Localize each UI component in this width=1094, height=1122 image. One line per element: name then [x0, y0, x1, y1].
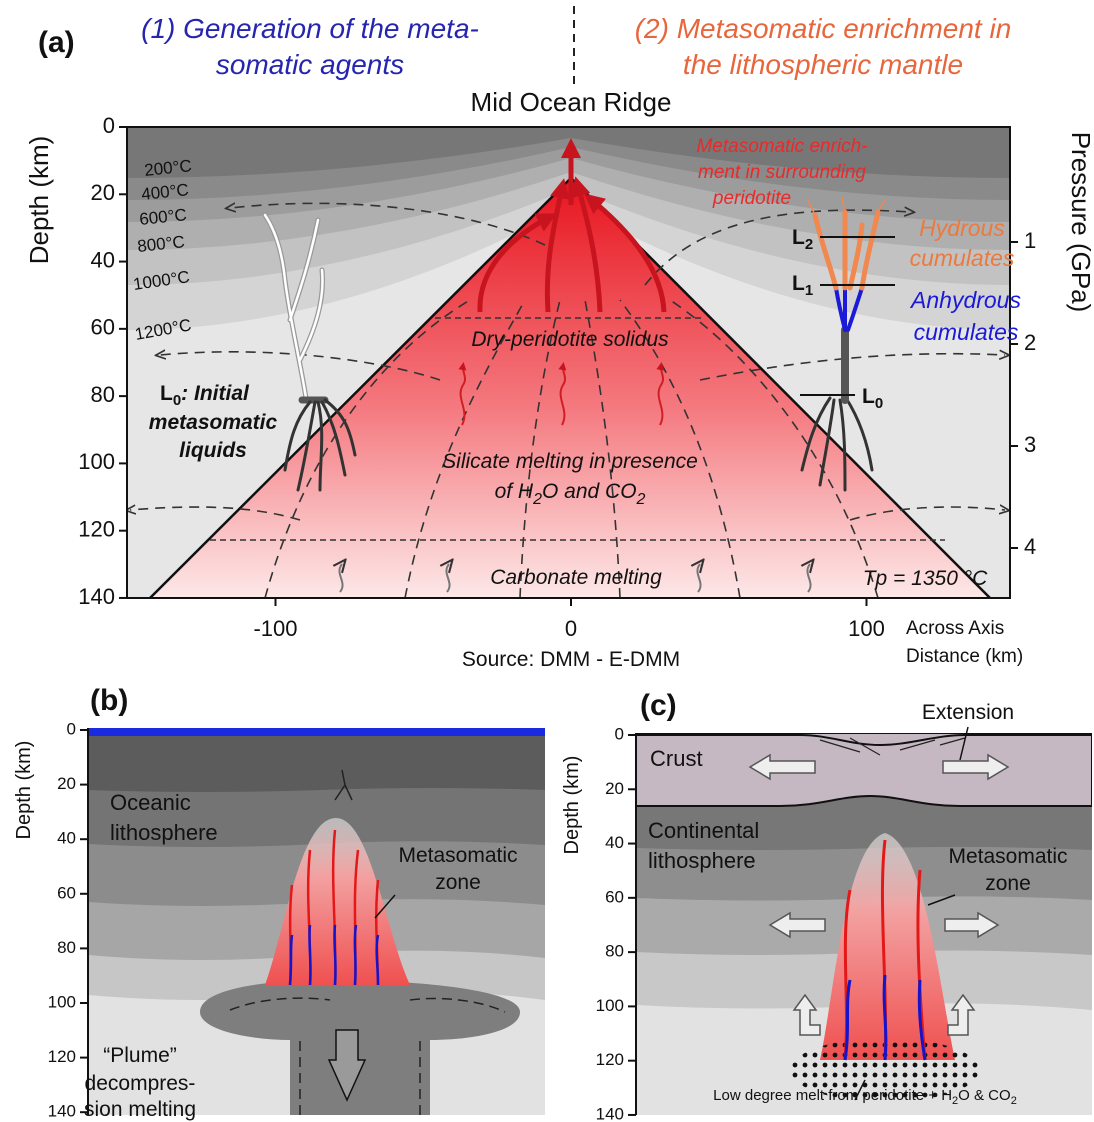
y-tick-label: 120: [48, 1047, 76, 1066]
note-line: Metasomatic enrich-: [696, 136, 867, 157]
level-index: 0: [875, 395, 883, 412]
y-tick-label: 80: [605, 942, 624, 961]
level-index: 2: [805, 236, 813, 253]
subscript: 2: [636, 491, 646, 508]
lithosphere-label: lithosphere: [648, 848, 756, 873]
y-tick-label: 100: [48, 992, 76, 1011]
subscript: 2: [1011, 1095, 1017, 1107]
x-tick-label: 0: [565, 616, 577, 641]
y-tick-label: 120: [596, 1050, 624, 1069]
hydrous-label: Hydrous: [919, 215, 1005, 241]
y2-tick-label: 1: [1024, 228, 1036, 253]
page: Mantle metasomatism diagram { "panel_a":…: [0, 0, 1094, 1122]
level-letter: L: [160, 382, 173, 405]
level-index: 1: [805, 282, 813, 299]
y-tick-label: 100: [78, 449, 115, 474]
header-right: (2) Metasomatic enrichment in: [635, 13, 1012, 44]
note-line: ment in surrounding: [698, 162, 866, 183]
y-tick-label: 20: [91, 180, 115, 205]
y-tick-label: 60: [57, 883, 76, 902]
header-left: somatic agents: [216, 49, 404, 80]
hydrous-label: cumulates: [910, 245, 1015, 271]
note-line: peridotite: [712, 188, 791, 209]
y-tick-label: 120: [78, 516, 115, 541]
text-part: Low degree melt from peridotite + H: [713, 1087, 952, 1104]
zone-label: zone: [985, 872, 1031, 895]
extension-label: Extension: [922, 701, 1014, 724]
y2-axis-label: Pressure (GPa): [1066, 132, 1094, 313]
x-axis-label: Distance (km): [906, 646, 1023, 667]
y2-tick-label: 3: [1024, 432, 1036, 457]
figure: (a) (1) Generation of the meta- somatic …: [0, 0, 1094, 1122]
y-tick-label: 60: [91, 315, 115, 340]
zone-label: zone: [435, 871, 481, 894]
y-tick-label: 40: [91, 247, 115, 272]
initial-liquids-label: metasomatic: [149, 411, 278, 434]
panel-c: (c) Extensi: [561, 689, 1092, 1115]
panel-label: (c): [640, 689, 677, 722]
level-letter: L: [792, 226, 805, 249]
initial-text: : Initial: [181, 382, 250, 405]
y-tick-label: 80: [91, 382, 115, 407]
level-letter: L: [792, 272, 805, 295]
y-tick-label: 20: [605, 779, 624, 798]
text-part: O and CO: [542, 480, 637, 503]
panel-b: (b) Oceanic lithosphere Metasomatic zone…: [13, 684, 545, 1121]
y-tick-label: 20: [57, 774, 76, 793]
y-tick-label: 40: [605, 833, 624, 852]
y-tick-label: 60: [605, 887, 624, 906]
panel-label: (b): [90, 684, 128, 717]
ridge-label: Mid Ocean Ridge: [471, 87, 672, 117]
y-axis-label: Depth (km): [561, 756, 583, 855]
header-right: the lithospheric mantle: [683, 49, 963, 80]
crust-label: Crust: [650, 746, 703, 771]
solidus-label: Dry-peridotite solidus: [471, 328, 669, 351]
x-axis-label: Across Axis: [906, 618, 1004, 639]
y2-tick-label: 4: [1024, 534, 1036, 559]
plot-area-c: [636, 733, 1092, 1115]
level-letter: L: [862, 385, 875, 408]
plume-label: sion melting: [84, 1098, 196, 1121]
ocean: [88, 728, 545, 736]
plume-label: “Plume”: [103, 1044, 177, 1067]
y-tick-label: 0: [67, 719, 76, 738]
panel-a: (a) (1) Generation of the meta- somatic …: [24, 6, 1094, 671]
carbonate-label: Carbonate melting: [490, 566, 662, 589]
y-tick-label: 0: [103, 113, 115, 138]
text-part: of H: [495, 480, 534, 503]
level-index: 0: [173, 392, 181, 409]
y-tick-label: 140: [78, 584, 115, 609]
anhydrous-label: Anhydrous: [909, 287, 1021, 313]
y-axis-label: Depth (km): [13, 741, 35, 840]
y2-tick-label: 2: [1024, 330, 1036, 355]
zone-label: Metasomatic: [398, 844, 517, 867]
x-tick-label: -100: [253, 616, 297, 641]
anhydrous-label: cumulates: [914, 319, 1019, 345]
page-body: (a) (1) Generation of the meta- somatic …: [0, 0, 1094, 1122]
plot-area-a: [127, 127, 1010, 608]
x-tick-label: 100: [848, 616, 885, 641]
subscript: 2: [532, 491, 542, 508]
text-part: O & CO: [958, 1087, 1011, 1104]
lithosphere-band: [88, 728, 545, 792]
initial-liquids-label: liquids: [179, 439, 247, 462]
y-tick-label: 40: [57, 829, 76, 848]
lithosphere-label: lithosphere: [110, 820, 218, 845]
y-tick-label: 140: [596, 1104, 624, 1122]
silicate-label: Silicate melting in presence: [442, 450, 698, 473]
y-tick-label: 100: [596, 996, 624, 1015]
zone-label: Metasomatic: [948, 845, 1067, 868]
header-left: (1) Generation of the meta-: [141, 13, 479, 44]
plume-label: decompres-: [85, 1072, 196, 1095]
source-label: Source: DMM - E-DMM: [462, 648, 680, 671]
lithosphere-label: Oceanic: [110, 790, 191, 815]
tp-label: Tp = 1350 °C: [863, 567, 988, 590]
y-axis-label: Depth (km): [24, 136, 54, 265]
y-tick-label: 140: [48, 1102, 76, 1121]
y-tick-label: 80: [57, 938, 76, 957]
panel-label: (a): [38, 26, 75, 59]
lithosphere-label: Continental: [648, 818, 759, 843]
y-tick-label: 0: [615, 724, 624, 743]
